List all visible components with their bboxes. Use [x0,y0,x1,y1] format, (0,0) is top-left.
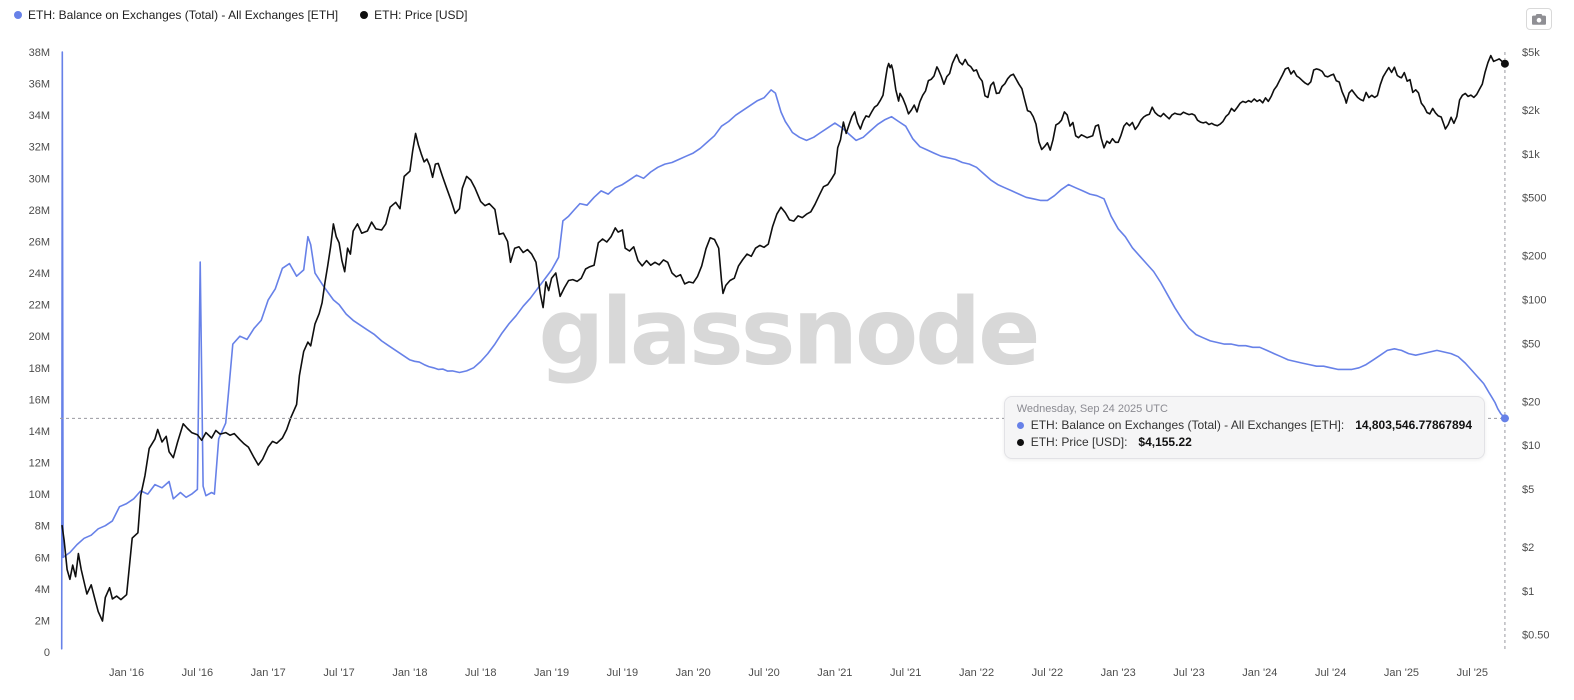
svg-text:34M: 34M [29,110,50,122]
svg-text:22M: 22M [29,300,50,312]
svg-text:Jan '23: Jan '23 [1101,667,1136,679]
svg-text:Jul '24: Jul '24 [1315,667,1346,679]
svg-text:$5k: $5k [1522,47,1540,59]
svg-text:14M: 14M [29,426,50,438]
svg-text:Jan '16: Jan '16 [109,667,144,679]
price-series-dot-icon [1016,439,1024,446]
glassnode-watermark: glassnode [538,278,1041,386]
tooltip-price-value: $4,155.22 [1138,435,1192,449]
svg-text:10M: 10M [29,489,50,501]
svg-text:Jul '22: Jul '22 [1032,667,1063,679]
price-series-dot-icon [360,11,369,19]
svg-text:Jul '21: Jul '21 [890,667,921,679]
svg-text:Jan '20: Jan '20 [676,667,711,679]
svg-text:20M: 20M [29,331,50,343]
svg-text:16M: 16M [29,394,50,406]
svg-text:Jan '17: Jan '17 [251,667,286,679]
svg-text:Jul '17: Jul '17 [323,667,354,679]
chart-tooltip: Wednesday, Sep 24 2025 UTC ETH: Balance … [1003,396,1485,459]
svg-text:28M: 28M [29,205,50,217]
svg-text:Jul '25: Jul '25 [1457,667,1488,679]
tooltip-price-label: ETH: Price [USD]: [1030,435,1128,449]
svg-text:24M: 24M [29,268,50,280]
svg-text:$0.50: $0.50 [1522,630,1550,642]
svg-text:Jan '24: Jan '24 [1242,667,1277,679]
tooltip-date: Wednesday, Sep 24 2025 UTC [1016,403,1168,415]
svg-text:$20: $20 [1522,396,1540,408]
svg-text:38M: 38M [29,47,50,59]
svg-text:18M: 18M [29,363,50,375]
svg-text:Jan '18: Jan '18 [392,667,427,679]
svg-text:Jan '22: Jan '22 [959,667,994,679]
svg-text:Jul '19: Jul '19 [607,667,638,679]
legend-item-balance-label: ETH: Balance on Exchanges (Total) - All … [28,8,339,22]
svg-text:Jul '16: Jul '16 [182,667,213,679]
svg-text:$1k: $1k [1522,149,1540,161]
tooltip-balance-value: 14,803,546.77867894 [1355,418,1472,432]
svg-text:Jul '23: Jul '23 [1173,667,1204,679]
tooltip-balance-label: ETH: Balance on Exchanges (Total) - All … [1030,418,1345,432]
svg-text:$50: $50 [1522,338,1540,350]
svg-text:2M: 2M [35,615,50,627]
legend-item-price-label: ETH: Price [USD] [374,8,468,22]
svg-text:$100: $100 [1522,294,1546,306]
camera-icon[interactable] [1526,8,1552,30]
svg-text:$10: $10 [1522,440,1540,452]
svg-text:12M: 12M [29,458,50,470]
svg-text:$1: $1 [1522,586,1534,598]
balance-series-dot-icon [14,11,22,19]
tooltip-row-price: ETH: Price [USD]: $4,155.22 [1016,435,1472,450]
svg-text:Jan '25: Jan '25 [1384,667,1419,679]
svg-text:$2: $2 [1522,542,1534,554]
svg-text:36M: 36M [29,79,50,91]
tooltip-row-balance: ETH: Balance on Exchanges (Total) - All … [1016,418,1472,433]
svg-text:$500: $500 [1522,193,1546,205]
svg-text:$200: $200 [1522,251,1546,263]
svg-text:$5: $5 [1522,484,1534,496]
svg-text:4M: 4M [35,584,50,596]
legend-item-price[interactable]: ETH: Price [USD] [360,8,468,22]
svg-text:26M: 26M [29,236,50,248]
balance-series-dot-icon [1016,422,1024,429]
svg-text:32M: 32M [29,142,50,154]
svg-text:8M: 8M [35,521,50,533]
svg-text:Jul '18: Jul '18 [465,667,496,679]
svg-text:6M: 6M [35,552,50,564]
legend-item-balance[interactable]: ETH: Balance on Exchanges (Total) - All … [14,8,338,22]
svg-text:Jan '21: Jan '21 [817,667,852,679]
chart-legend: ETH: Balance on Exchanges (Total) - All … [14,8,468,22]
svg-text:$2k: $2k [1522,105,1540,117]
svg-text:30M: 30M [29,173,50,185]
svg-text:0: 0 [44,647,50,659]
svg-text:Jan '19: Jan '19 [534,667,569,679]
svg-text:Jul '20: Jul '20 [748,667,779,679]
